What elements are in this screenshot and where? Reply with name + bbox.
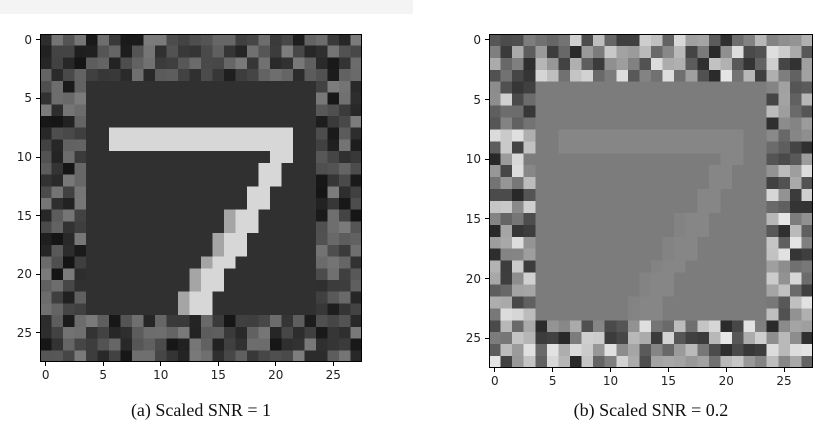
y-tick-15 xyxy=(485,218,489,220)
y-tick-label-5: 5 xyxy=(24,91,32,106)
x-tick-10 xyxy=(610,368,611,372)
heatmap-snr-0-2 xyxy=(489,34,813,368)
x-tick-0 xyxy=(494,368,496,372)
y-tick-label-20: 20 xyxy=(16,267,32,282)
x-tick-label-0: 0 xyxy=(490,374,499,388)
x-tick-20 xyxy=(725,368,727,372)
x-tick-label-5: 5 xyxy=(548,374,557,388)
caption-a: (a) Scaled SNR = 1 xyxy=(130,400,272,420)
x-tick-5 xyxy=(552,368,554,372)
top-toolbar-strip xyxy=(0,0,413,14)
x-tick-label-10: 10 xyxy=(153,368,169,382)
x-tick-label-5: 5 xyxy=(99,368,108,382)
y-tick-20 xyxy=(485,278,489,280)
y-tick-0 xyxy=(36,39,40,41)
x-tick-label-10: 10 xyxy=(602,374,619,388)
x-tick-label-20: 20 xyxy=(718,374,734,388)
x-tick-label-15: 15 xyxy=(660,374,676,388)
x-tick-label-0: 0 xyxy=(41,368,50,382)
x-tick-10 xyxy=(160,362,162,366)
y-tick-label-0: 0 xyxy=(24,32,32,47)
y-tick-label-10: 10 xyxy=(16,150,32,164)
x-tick-label-15: 15 xyxy=(210,368,226,382)
y-tick-5 xyxy=(485,99,489,101)
heatmap-snr-1 xyxy=(40,34,362,362)
y-tick-10 xyxy=(485,158,489,160)
y-tick-10 xyxy=(36,156,40,158)
y-tick-label-10: 10 xyxy=(465,152,481,167)
x-tick-25 xyxy=(783,368,785,372)
y-tick-20 xyxy=(36,273,40,275)
y-tick-25 xyxy=(485,337,489,339)
y-tick-label-0: 0 xyxy=(473,32,481,47)
x-tick-label-25: 25 xyxy=(325,368,341,382)
y-tick-label-15: 15 xyxy=(16,208,32,223)
caption-b: (b) Scaled SNR = 0.2 xyxy=(573,400,729,420)
y-tick-label-5: 5 xyxy=(473,92,481,107)
x-tick-label-25: 25 xyxy=(776,374,792,388)
y-tick-label-25: 25 xyxy=(16,325,32,340)
y-tick-label-15: 15 xyxy=(465,211,481,226)
y-tick-label-20: 20 xyxy=(465,271,481,286)
x-tick-20 xyxy=(275,362,277,366)
y-tick-25 xyxy=(36,332,40,334)
x-tick-label-20: 20 xyxy=(268,368,284,382)
y-tick-5 xyxy=(36,97,40,99)
y-tick-label-25: 25 xyxy=(465,331,481,346)
y-tick-15 xyxy=(36,215,40,217)
x-tick-5 xyxy=(102,362,104,366)
x-tick-15 xyxy=(217,362,219,366)
x-tick-15 xyxy=(667,368,669,372)
x-tick-25 xyxy=(332,362,334,366)
y-tick-0 xyxy=(485,39,489,41)
x-tick-0 xyxy=(45,362,47,366)
